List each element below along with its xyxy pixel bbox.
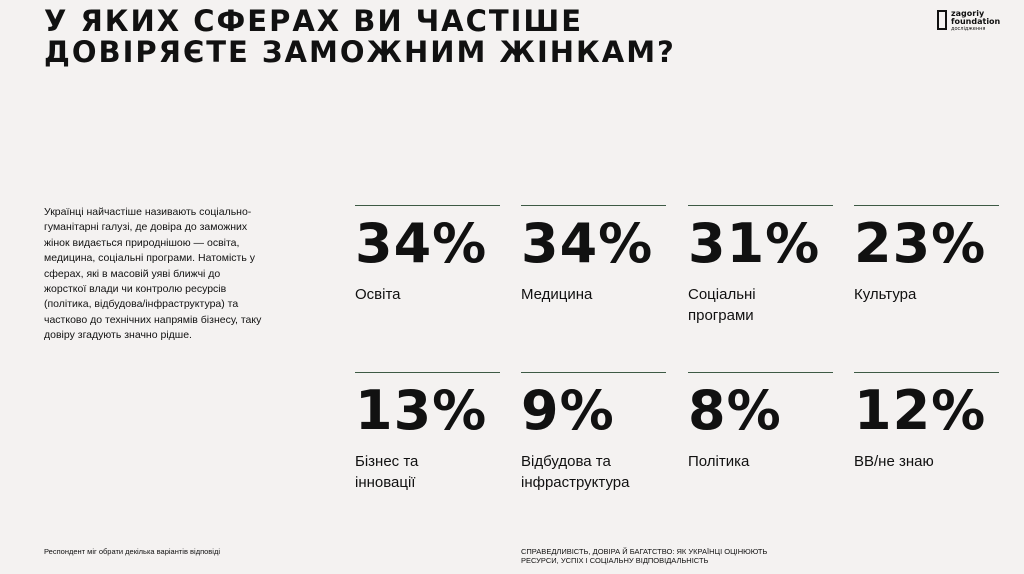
footnote: Респондент міг обрати декілька варіантів…: [44, 547, 220, 556]
stat-label: Культура: [854, 286, 917, 303]
stat-label: Освіта: [355, 286, 401, 303]
stat-value: 13%: [355, 379, 488, 442]
source: СПРАВЕДЛИВІСТЬ, ДОВІРА Й БАГАТСТВО: ЯК У…: [521, 547, 768, 565]
stat-value: 34%: [521, 212, 654, 275]
description: Українці найчастіше називають соціально-…: [44, 206, 262, 342]
stat-card: 12% ВВ/не знаю: [854, 372, 999, 472]
stat-card: 34% Медицина: [521, 205, 666, 305]
stat-value: 23%: [854, 212, 987, 275]
stat-value: 9%: [521, 379, 615, 442]
stat-value: 12%: [854, 379, 987, 442]
stat-card: 13% Бізнес та інновації: [355, 372, 500, 493]
stat-label: Соціальні програми: [688, 286, 756, 324]
stat-value: 31%: [688, 212, 821, 275]
stat-label: Політика: [688, 453, 750, 470]
stat-label: Медицина: [521, 286, 593, 303]
stat-card: 34% Освіта: [355, 205, 500, 305]
logo-name: zagoriy foundation: [951, 9, 1001, 26]
title: У ЯКИХ СФЕРАХ ВИ ЧАСТІШЕ ДОВІРЯЄТЕ ЗАМОЖ…: [44, 4, 676, 69]
stat-label: Бізнес та інновації: [355, 453, 419, 491]
stat-value: 34%: [355, 212, 488, 275]
logo-text: zagoriy foundation дослідження: [951, 9, 1001, 33]
stat-card: 9% Відбудова та інфраструктура: [521, 372, 666, 493]
stat-card: 8% Політика: [688, 372, 833, 472]
stat-card: 23% Культура: [854, 205, 999, 305]
stat-card: 31% Соціальні програми: [688, 205, 833, 326]
logo-sub: дослідження: [951, 26, 986, 32]
stat-value: 8%: [688, 379, 782, 442]
logo: zagoriy foundation дослідження: [937, 10, 1000, 32]
stat-label: ВВ/не знаю: [854, 453, 934, 470]
stat-label: Відбудова та інфраструктура: [521, 453, 630, 491]
logo-mark: [937, 10, 947, 30]
